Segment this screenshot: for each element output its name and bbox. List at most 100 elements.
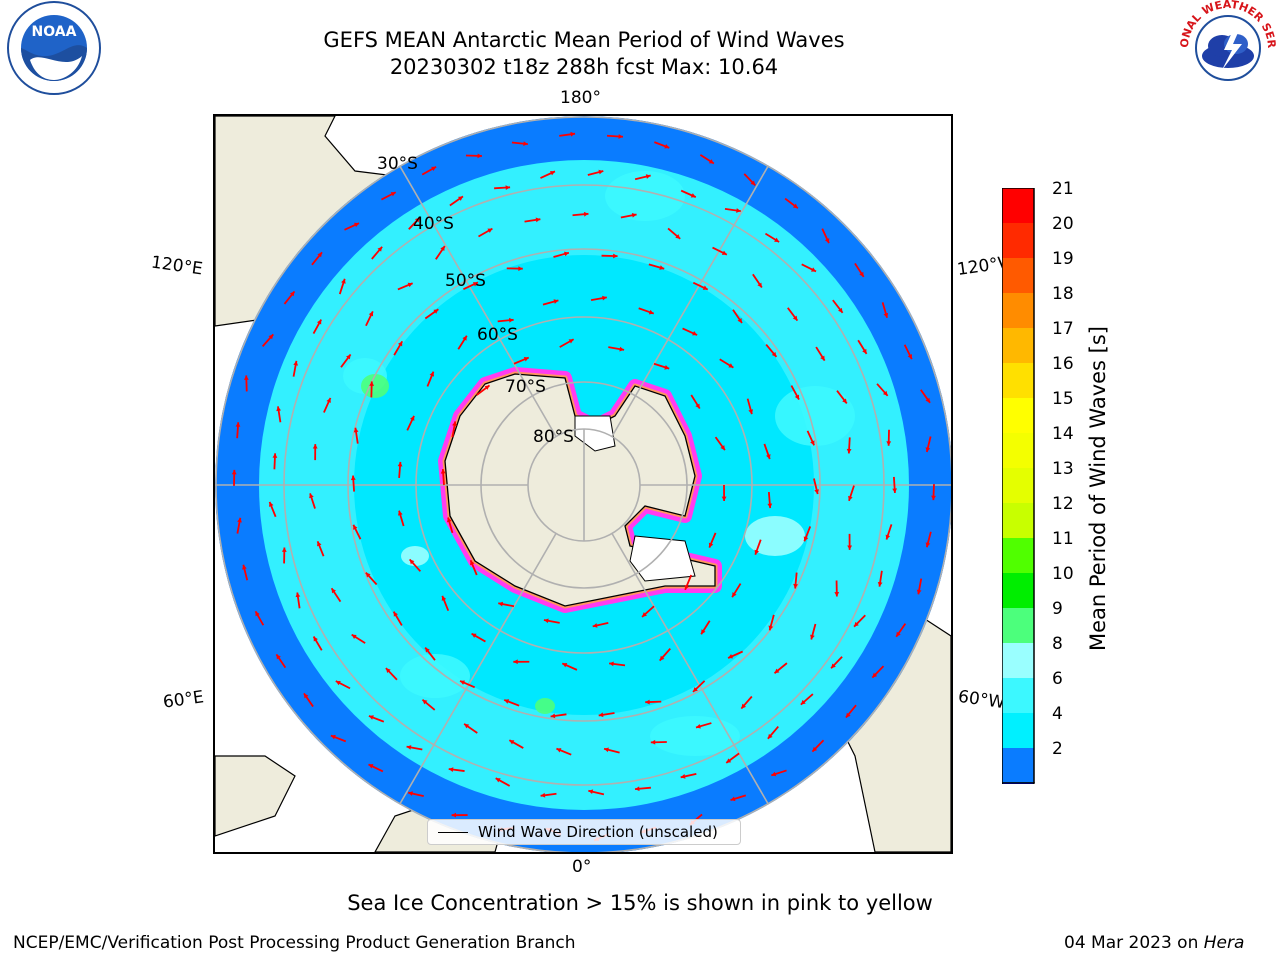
wave-arrowhead [317, 541, 322, 547]
wave-patch [361, 374, 389, 398]
colorbar-tick-label: 14 [1052, 424, 1074, 444]
wave-arrowhead [848, 495, 853, 501]
latitude-label: 50°S [445, 271, 486, 291]
wave-arrowhead [269, 501, 274, 507]
wave-arrowhead [810, 267, 816, 272]
wave-period-patches [343, 171, 855, 756]
wave-arrowhead [564, 251, 569, 257]
colorbar-segment [1002, 608, 1034, 643]
colorbar-tick-label: 19 [1052, 249, 1074, 269]
wave-arrowhead [708, 159, 714, 164]
wave-arrowhead [721, 250, 727, 255]
colorbar-label: Mean Period of Wind Waves [s] [1086, 326, 1110, 651]
wave-arrowhead [471, 633, 477, 638]
wave-arrowhead [642, 612, 647, 617]
wave-arrowhead [289, 291, 295, 297]
colorbar-segment [1002, 643, 1034, 678]
wave-arrowhead [588, 789, 594, 795]
wave-arrowhead [771, 351, 777, 357]
wave-arrowhead [854, 621, 859, 627]
wave-arrowhead [513, 659, 518, 665]
wave-arrowhead [675, 234, 681, 239]
wave-arrowhead [592, 623, 598, 628]
wave-arrowhead [803, 536, 809, 542]
wave-arrowhead [330, 734, 336, 740]
wave-patch [400, 654, 470, 698]
wave-arrowhead [313, 636, 318, 642]
credit-date: 04 Mar 2023 on Hera [1064, 933, 1244, 953]
colorbar-tick-label: 6 [1052, 669, 1063, 689]
wave-arrowhead [484, 385, 490, 390]
colorbar-ticks: 2 4 6 8 9 10 11 12 13 14 15 16 17 18 19 20 21 [1052, 179, 1092, 780]
wave-arrowhead [523, 357, 529, 362]
wave-arrowhead [925, 542, 931, 548]
colorbar-tick-label: 13 [1052, 459, 1074, 479]
wave-arrowhead [925, 397, 931, 403]
graticule [215, 116, 951, 852]
colorbar-tick-label: 4 [1052, 704, 1063, 724]
wave-arrowhead [523, 141, 528, 147]
wave-arrowhead [793, 583, 798, 589]
colorbar-segment [1002, 223, 1034, 258]
wave-arrowhead [771, 771, 777, 777]
wave-arrowhead [462, 335, 467, 341]
wave-arrowhead [458, 196, 463, 201]
wave-arrowhead [598, 712, 604, 718]
wave-arrowhead [886, 441, 892, 446]
polar-map: 30°S 40°S 50°S 60°S 70°S 80°S [215, 116, 951, 852]
colorbar-graphic [1000, 187, 1036, 813]
colorbar-tick-label: 15 [1052, 389, 1074, 409]
wave-arrowhead [368, 715, 374, 720]
wave-arrowhead [885, 534, 891, 540]
wave-arrowhead [429, 371, 435, 377]
wave-arrowhead [664, 365, 670, 370]
legend-line-sample [438, 832, 468, 833]
wave-arrowhead [847, 545, 853, 550]
colorbar-tick-label: 2 [1052, 739, 1063, 759]
weddell-ice-shelf [629, 535, 696, 582]
wave-arrowhead [422, 699, 428, 705]
wave-arrowhead [303, 693, 309, 699]
wave-arrowhead [634, 786, 640, 792]
wave-arrowhead [892, 488, 898, 493]
wave-arrowhead [598, 169, 604, 175]
wave-arrowhead [385, 668, 391, 673]
wave-arrowhead [397, 461, 403, 467]
credit-branch: NCEP/EMC/Verification Post Processing Pr… [13, 933, 576, 953]
wave-arrowhead [243, 375, 249, 380]
wave-arrowhead [631, 212, 637, 218]
wave-arrowhead [498, 601, 504, 607]
wave-arrowhead [440, 246, 445, 252]
wave-arrowhead [659, 655, 665, 661]
latitude-label: 30°S [377, 154, 418, 174]
colorbar-tick-label: 10 [1052, 564, 1074, 584]
colorbar-segment [1002, 258, 1034, 293]
wave-arrowhead [757, 282, 762, 288]
wave-arrowhead [535, 217, 541, 223]
wave-patch [745, 516, 805, 556]
wave-arrowhead [295, 592, 301, 598]
wave-arrowhead [451, 812, 457, 818]
wave-arrowhead [309, 493, 314, 499]
noaa-logo: NOAA [2, 0, 106, 100]
colorbar-segment [1002, 573, 1034, 608]
wave-arrowhead [470, 560, 475, 566]
wave-arrowhead [824, 238, 830, 244]
wave-arrowhead [543, 618, 549, 624]
wave-arrowhead [495, 778, 501, 783]
wave-arrowhead [767, 503, 773, 509]
wave-arrowhead [446, 517, 452, 523]
wave-arrowhead [410, 415, 415, 421]
sea-ice-note: Sea Ice Concentration > 15% is shown in … [347, 891, 933, 915]
wave-arrowhead [812, 746, 818, 752]
wave-arrowhead [859, 271, 864, 277]
wave-arrowhead [369, 381, 375, 386]
wave-arrowhead [518, 266, 523, 272]
wave-arrowhead [316, 319, 322, 325]
wave-arrowhead [477, 153, 482, 159]
meridian-line [611, 533, 845, 852]
meridian-line [323, 533, 557, 852]
colorbar-extend-arrow [1000, 782, 1036, 813]
wave-arrowhead [293, 360, 299, 366]
meridian-line [611, 116, 845, 437]
